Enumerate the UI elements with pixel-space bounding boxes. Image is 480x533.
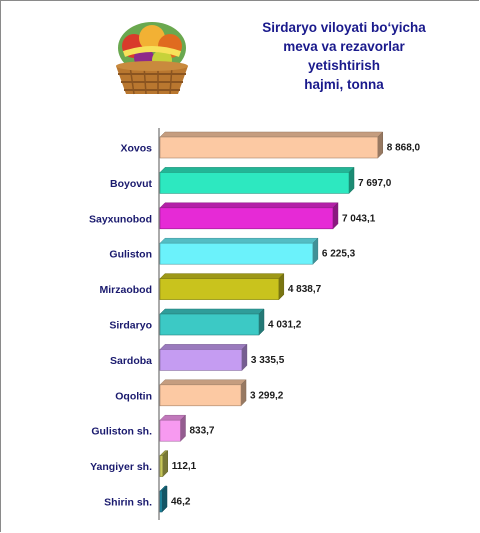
category-label: Oqoltin bbox=[115, 390, 152, 402]
value-label: 833,7 bbox=[189, 426, 214, 437]
bar-group: Guliston sh. 833,7 bbox=[91, 414, 215, 442]
value-label: 3 335,5 bbox=[251, 355, 285, 366]
bar bbox=[159, 136, 379, 159]
value-label: 3 299,2 bbox=[250, 390, 284, 401]
bar bbox=[159, 349, 243, 371]
bar bbox=[159, 207, 334, 230]
value-label: 6 225,3 bbox=[322, 249, 356, 260]
bar-side-face bbox=[162, 449, 169, 478]
bar bbox=[159, 313, 260, 336]
bar-side-face bbox=[348, 166, 355, 195]
bar-top-face bbox=[159, 131, 384, 138]
value-label: 7 043,1 bbox=[342, 213, 376, 224]
bar-group: Boyovut 7 697,0 bbox=[110, 166, 392, 195]
category-label: Sirdaryo bbox=[109, 320, 152, 332]
value-label: 46,2 bbox=[171, 497, 191, 508]
chart-title: Sirdaryo viloyati bo‘yicha meva va rezav… bbox=[262, 20, 426, 92]
bar-group: Xovos 8 868,0 bbox=[120, 131, 421, 159]
category-label: Boyovut bbox=[110, 178, 153, 190]
bar-top-face bbox=[159, 202, 339, 209]
bar-group: Oqoltin 3 299,2 bbox=[115, 379, 284, 407]
bar bbox=[159, 419, 181, 442]
bar bbox=[159, 172, 350, 194]
bar bbox=[159, 384, 242, 407]
bar-group: Guliston 6 225,3 bbox=[109, 237, 356, 265]
bar-side-face bbox=[332, 202, 339, 230]
category-label: Xovos bbox=[120, 143, 152, 155]
value-label: 112,1 bbox=[172, 461, 197, 472]
bar-side-face bbox=[377, 131, 384, 159]
bar-side-face bbox=[240, 379, 247, 407]
bar-side-face bbox=[312, 237, 319, 265]
bar bbox=[159, 278, 280, 300]
bar-top-face bbox=[159, 273, 285, 279]
bar-side-face bbox=[258, 308, 265, 336]
category-label: Guliston sh. bbox=[91, 426, 152, 438]
bar-side-face bbox=[278, 272, 285, 301]
category-label: Sayxunobod bbox=[89, 213, 152, 225]
value-label: 4 031,2 bbox=[268, 320, 302, 331]
category-label: Mirzaobod bbox=[100, 284, 153, 296]
category-label: Shirin sh. bbox=[104, 497, 152, 509]
bar bbox=[159, 490, 163, 513]
bar-group: Sirdaryo 4 031,2 bbox=[109, 308, 302, 336]
value-label: 4 838,7 bbox=[288, 284, 322, 295]
bar bbox=[159, 455, 164, 477]
bar-side-face bbox=[241, 343, 248, 372]
bar bbox=[159, 242, 314, 265]
bar-top-face bbox=[159, 237, 319, 244]
category-label: Sardoba bbox=[110, 355, 152, 367]
bar-top-face bbox=[159, 167, 355, 173]
value-label: 7 697,0 bbox=[358, 178, 392, 189]
fruit-basket-icon bbox=[116, 22, 188, 95]
bar-group: Mirzaobod 4 838,7 bbox=[100, 272, 322, 301]
bar-top-face bbox=[159, 308, 265, 315]
bar-side-face bbox=[161, 485, 168, 513]
bar-top-face bbox=[159, 344, 248, 350]
category-label: Guliston bbox=[109, 249, 152, 261]
bar-side-face bbox=[180, 414, 186, 442]
category-label: Yangiyer sh. bbox=[90, 461, 152, 473]
value-label: 8 868,0 bbox=[387, 143, 421, 154]
bar-group: Yangiyer sh. 112,1 bbox=[90, 449, 197, 478]
bar-group: Sardoba 3 335,5 bbox=[110, 343, 285, 372]
bar-group: Sayxunobod 7 043,1 bbox=[89, 202, 376, 230]
bar-top-face bbox=[159, 379, 247, 386]
bar-group: Shirin sh. 46,2 bbox=[104, 485, 191, 513]
